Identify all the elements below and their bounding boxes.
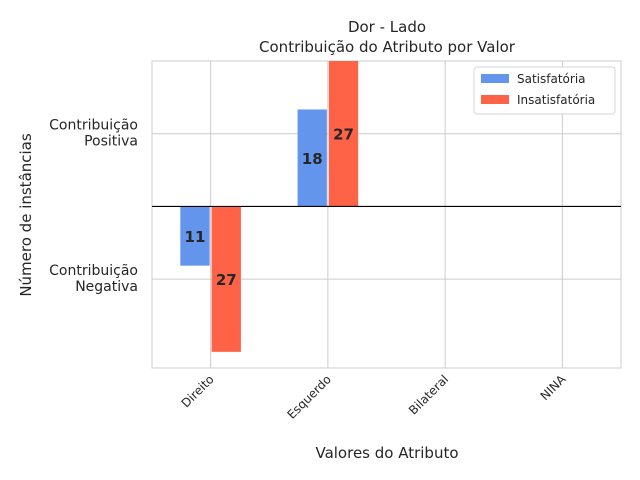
data-label: 27 xyxy=(333,126,354,144)
bar-insatisfatória-direito xyxy=(211,206,241,352)
bar-insatisfatória-esquerdo xyxy=(328,61,359,207)
legend-box xyxy=(473,66,616,115)
bar-satisfatória-direito xyxy=(180,206,210,266)
y-axis-label: Número de instâncias xyxy=(17,133,35,297)
x-tick-label: NINA xyxy=(538,372,569,403)
chart-title: Dor - Lado xyxy=(348,18,426,36)
bar-satisfatória-esquerdo xyxy=(297,109,327,207)
bars xyxy=(180,61,359,352)
x-axis-label: Valores do Atributo xyxy=(315,444,458,462)
legend: Satisfatória Insatisfatória xyxy=(473,66,616,115)
x-tick-labels: Direito Esquerdo Bilateral NINA xyxy=(179,372,570,422)
legend-label: Satisfatória xyxy=(517,72,586,86)
plot-area xyxy=(151,60,622,369)
data-labels: 11 18 27 27 xyxy=(185,126,354,289)
data-label: 11 xyxy=(185,228,206,246)
legend-swatch xyxy=(481,95,509,104)
y-tick-label: Negativa xyxy=(75,279,138,295)
y-tick-label: Positiva xyxy=(84,134,138,150)
data-label: 18 xyxy=(302,150,323,168)
x-tick-label: Direito xyxy=(179,372,217,410)
chart-subtitle: Contribuição do Atributo por Valor xyxy=(259,38,516,56)
y-tick-label: Contribuição xyxy=(49,118,138,134)
legend-label: Insatisfatória xyxy=(517,93,595,107)
y-tick-label: Contribuição xyxy=(49,263,138,279)
x-tick-label: Bilateral xyxy=(406,372,451,417)
data-label: 27 xyxy=(216,271,237,289)
legend-swatch xyxy=(481,74,509,83)
x-tick-label: Esquerdo xyxy=(284,372,334,422)
